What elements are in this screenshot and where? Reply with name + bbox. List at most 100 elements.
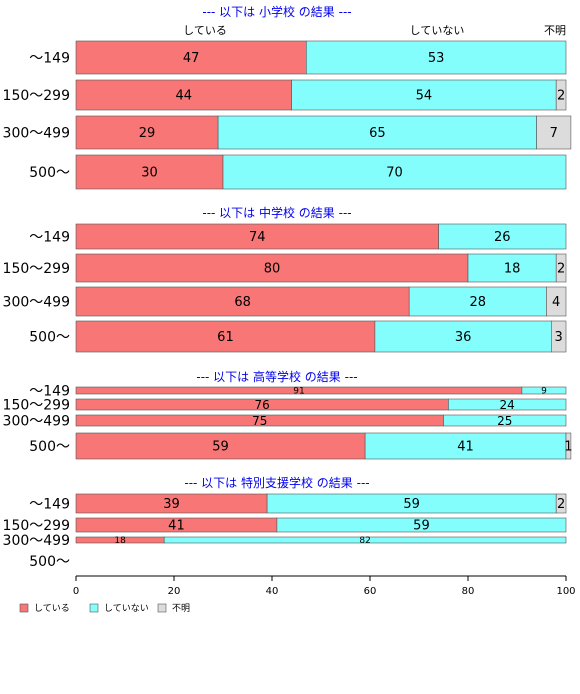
bar-segment-not-doing [521, 386, 567, 395]
data-label: 53 [428, 51, 445, 66]
data-label: 7 [550, 126, 558, 141]
data-label: 59 [413, 519, 430, 534]
data-label: 61 [217, 330, 234, 345]
data-label: 2 [557, 497, 565, 512]
data-label: 29 [139, 126, 156, 141]
data-label: 9 [541, 387, 547, 397]
data-label: 28 [470, 295, 487, 310]
bar-segment-doing [75, 40, 307, 75]
data-label: 41 [168, 519, 185, 534]
bar-segment-doing [75, 154, 224, 190]
category-label: 500〜 [29, 439, 70, 455]
category-label: 300〜499 [3, 414, 70, 430]
column-header: していない [410, 24, 465, 37]
bar-segment-not-doing [222, 154, 567, 190]
data-label: 39 [163, 497, 180, 512]
category-label: 150〜299 [3, 518, 70, 534]
bar-segment-not-doing [305, 40, 567, 75]
bar-segment-not-doing [467, 253, 557, 283]
legend-label: していない [104, 603, 149, 614]
bar-segment-doing [75, 286, 410, 317]
bar-segment-doing [75, 320, 376, 353]
bar-segment-not-doing [163, 536, 567, 544]
data-label: 44 [176, 89, 193, 104]
data-label: 2 [557, 262, 565, 277]
bar-segment-not-doing [408, 286, 547, 317]
category-label: 150〜299 [3, 398, 70, 414]
bar-segment-unknown [536, 115, 572, 150]
data-label: 4 [552, 295, 560, 310]
bar-segment-not-doing [438, 223, 567, 250]
category-label: 300〜499 [3, 126, 70, 142]
category-label: 500〜 [29, 165, 70, 181]
group-title-1: --- 以下は 中学校 の結果 --- [202, 205, 351, 220]
bar-segment-doing [75, 432, 366, 460]
column-header: している [183, 24, 227, 37]
x-tick-label: 0 [73, 586, 79, 597]
x-tick-label: 20 [168, 586, 181, 597]
bar-segment-not-doing [374, 320, 552, 353]
bar-segment-not-doing [291, 79, 557, 111]
category-label: 〜149 [29, 51, 70, 67]
bar-segment-doing [75, 223, 439, 250]
legend-label: 不明 [172, 603, 190, 614]
category-label: 〜149 [29, 384, 70, 400]
data-label: 25 [497, 414, 512, 428]
data-label: 36 [455, 330, 472, 345]
category-label: 300〜499 [3, 295, 70, 311]
category-label: 150〜299 [3, 88, 70, 104]
bar-segment-not-doing [448, 398, 567, 411]
bar-segment-not-doing [443, 414, 567, 427]
data-label: 91 [293, 387, 304, 397]
data-label: 18 [114, 536, 126, 546]
category-label: 〜149 [29, 497, 70, 513]
data-label: 82 [359, 536, 370, 546]
group-title-2: --- 以下は 高等学校 の結果 --- [196, 369, 357, 384]
data-label: 70 [386, 166, 403, 181]
category-label: 500〜 [29, 554, 70, 570]
data-label: 41 [457, 440, 474, 455]
data-label: 75 [252, 414, 267, 428]
bar-segment-unknown [555, 79, 567, 111]
bar-segment-doing [75, 253, 469, 283]
data-label: 3 [555, 330, 563, 345]
group-title-0: --- 以下は 小学校 の結果 --- [202, 4, 351, 19]
bar-segment-not-doing [217, 115, 537, 150]
x-tick-label: 80 [462, 586, 475, 597]
bar-segment-unknown [565, 432, 572, 460]
bar-segment-unknown [555, 253, 567, 283]
bar-segment-not-doing [364, 432, 567, 460]
bar-segment-unknown [550, 320, 567, 353]
bar-segment-doing [75, 79, 292, 111]
data-label: 1 [564, 440, 572, 455]
category-label: 300〜499 [3, 533, 70, 549]
data-label: 2 [557, 89, 565, 104]
data-label: 47 [183, 51, 200, 66]
data-label: 65 [369, 126, 386, 141]
data-label: 26 [494, 230, 511, 245]
bar-segment-not-doing [276, 517, 567, 533]
x-tick-label: 60 [364, 586, 377, 597]
legend-swatch [157, 603, 167, 613]
category-label: 500〜 [29, 330, 70, 346]
legend-label: している [34, 603, 70, 614]
data-label: 30 [141, 166, 158, 181]
bar-segment-unknown [546, 286, 567, 317]
group-title-3: --- 以下は 特別支援学校 の結果 --- [184, 475, 369, 490]
legend-swatch [89, 603, 99, 613]
data-label: 76 [255, 398, 270, 412]
data-label: 59 [212, 440, 229, 455]
data-label: 24 [500, 398, 515, 412]
category-label: 〜149 [29, 230, 70, 246]
bar-segment-doing [75, 115, 219, 150]
data-label: 80 [264, 262, 281, 277]
x-tick-label: 40 [266, 586, 279, 597]
legend-swatch [19, 603, 29, 613]
data-label: 59 [403, 497, 420, 512]
bar-segment-unknown [555, 493, 567, 514]
x-tick-label: 100 [556, 586, 575, 597]
data-label: 74 [249, 230, 266, 245]
data-label: 68 [234, 295, 251, 310]
column-header: 不明 [544, 24, 566, 37]
